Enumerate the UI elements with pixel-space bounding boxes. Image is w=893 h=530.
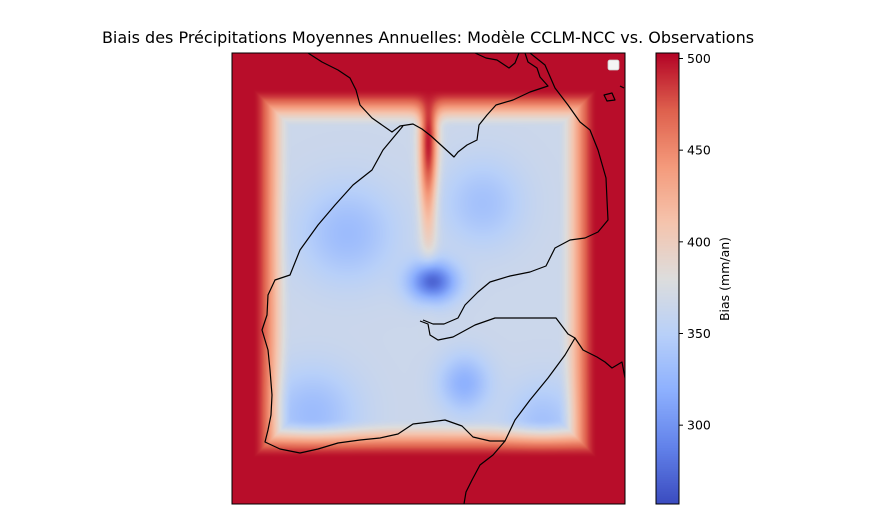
colorbar-tick-label-500: 500 [687, 51, 711, 66]
colorbar-tick-label-400: 400 [687, 234, 711, 249]
colorbar-frame [655, 52, 680, 505]
yemen-coastline [422, 53, 609, 325]
colorbar-gradient [656, 53, 679, 504]
chart-title: Biais des Précipitations Moyennes Annuel… [101, 28, 755, 47]
colorbar-label: Bias (mm/an) [717, 237, 732, 321]
colorbar-tick-label-300: 300 [687, 418, 711, 433]
country-borders [261, 53, 625, 504]
eritrea-coast-north [474, 53, 520, 69]
islet-ne [603, 92, 616, 102]
islet-coast [619, 85, 625, 89]
bias-heatmap [232, 53, 625, 504]
map-frame [231, 52, 626, 505]
eritrea-coastline [307, 53, 549, 158]
colorbar-tick-label-450: 450 [687, 143, 711, 158]
gulf-of-tadjoura-shore [419, 317, 625, 379]
djibouti-border [261, 125, 576, 454]
somalia-border [463, 440, 506, 504]
colorbar: 300 350 400 450 500 Bias (mm/an) [655, 51, 732, 505]
colorbar-tick-label-350: 350 [687, 326, 711, 341]
legend-box [607, 59, 620, 71]
